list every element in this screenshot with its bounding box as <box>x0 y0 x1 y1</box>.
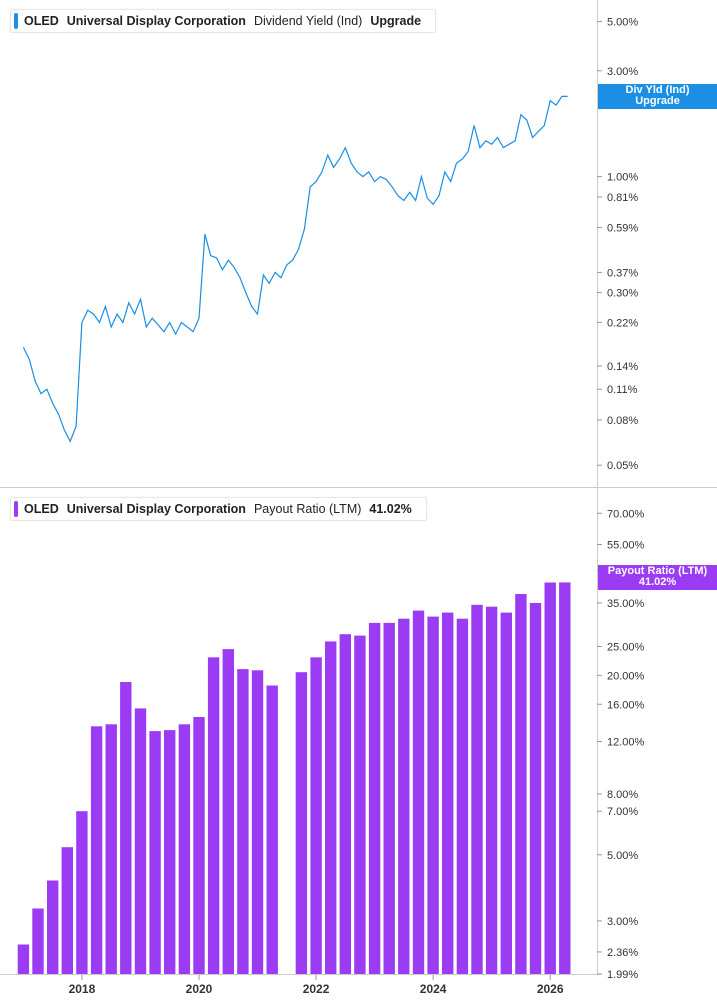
yield-y-tick-label: 0.11% <box>607 384 638 396</box>
bottom-legend-metric: Payout Ratio (LTM) <box>253 502 362 516</box>
payout-y-tick-label: 16.00% <box>607 699 645 711</box>
payout-ratio-flag-value: 41.02% <box>638 576 677 588</box>
payout-y-tick-label: 20.00% <box>607 670 645 682</box>
top-legend-metric: Dividend Yield (Ind) <box>253 14 363 28</box>
payout-ratio-bar[interactable] <box>412 610 425 974</box>
payout-y-tick-label: 55.00% <box>607 539 645 551</box>
payout-ratio-bar[interactable] <box>325 641 337 974</box>
yield-y-tick-label: 0.05% <box>607 460 638 472</box>
payout-ratio-bar[interactable] <box>251 670 264 974</box>
payout-y-tick-label: 5.00% <box>607 850 638 862</box>
payout-y-tick-label: 2.36% <box>607 947 638 959</box>
payout-y-tick-label: 1.99% <box>607 969 638 981</box>
payout-y-tick-label: 3.00% <box>607 916 638 928</box>
payout-ratio-bar[interactable] <box>237 669 249 974</box>
payout-ratio-bar[interactable] <box>134 708 147 974</box>
bottom-legend-value: 41.02% <box>369 502 412 516</box>
payout-ratio-bar[interactable] <box>500 612 512 974</box>
yield-y-tick-label: 1.00% <box>607 172 638 184</box>
yield-y-tick-label: 5.00% <box>607 17 638 29</box>
payout-ratio-bar[interactable] <box>295 672 308 974</box>
x-tick-label: 2018 <box>69 982 96 996</box>
yield-y-tick-label: 0.14% <box>607 361 638 373</box>
yield-y-tick-label: 0.08% <box>607 415 638 427</box>
payout-ratio-bar[interactable] <box>544 582 556 975</box>
yield-y-tick-label: 3.00% <box>607 66 638 78</box>
payout-ratio-bar[interactable] <box>485 606 498 974</box>
payout-ratio-flag-label: Payout Ratio (LTM) <box>607 565 708 577</box>
payout-ratio-bar[interactable] <box>515 594 527 974</box>
payout-ratio-bar[interactable] <box>149 731 161 974</box>
payout-ratio-bar[interactable] <box>193 717 205 974</box>
dividend-yield-flag: Div Yld (Ind) Upgrade <box>598 84 717 109</box>
payout-ratio-bar[interactable] <box>427 616 439 974</box>
payout-ratio-bar[interactable] <box>47 880 59 975</box>
payout-ratio-bar[interactable] <box>76 811 88 974</box>
payout-y-tick-label: 35.00% <box>607 598 645 610</box>
payout-y-tick-label: 7.00% <box>607 806 638 818</box>
x-tick-label: 2022 <box>303 982 330 996</box>
payout-ratio-bar[interactable] <box>105 724 117 974</box>
x-tick-label: 2024 <box>420 982 447 996</box>
payout-ratio-bar[interactable] <box>17 944 30 975</box>
bottom-legend-ticker: OLED <box>24 502 59 516</box>
payout-ratio-bar[interactable] <box>354 635 366 974</box>
payout-ratio-bar[interactable] <box>120 682 132 974</box>
payout-y-tick-label: 12.00% <box>607 736 645 748</box>
payout-ratio-flag: Payout Ratio (LTM) 41.02% <box>598 565 717 590</box>
payout-ratio-bar[interactable] <box>266 685 278 975</box>
dividend-yield-line <box>22 95 568 443</box>
payout-y-tick-label: 8.00% <box>607 789 638 801</box>
bottom-legend-color-bar <box>14 501 18 517</box>
top-legend-ticker: OLED <box>24 14 59 28</box>
payout-ratio-bar[interactable] <box>456 618 469 974</box>
yield-y-tick-label: 0.81% <box>607 192 638 204</box>
yield-y-tick-label: 0.37% <box>607 267 638 279</box>
x-tick-label: 2026 <box>537 982 564 996</box>
top-legend: OLED Universal Display Corporation Divid… <box>10 9 437 33</box>
dividend-yield-flag-label: Div Yld (Ind) <box>625 84 690 96</box>
yield-y-tick-label: 0.22% <box>607 317 638 329</box>
payout-ratio-bar[interactable] <box>222 649 234 974</box>
payout-ratio-bar[interactable] <box>32 908 44 975</box>
payout-ratio-bar[interactable] <box>398 618 410 974</box>
x-tick-label: 2020 <box>186 982 213 996</box>
payout-y-tick-label: 70.00% <box>607 508 645 520</box>
bottom-legend: OLED Universal Display Corporation Payou… <box>10 497 427 521</box>
payout-ratio-bar[interactable] <box>61 847 73 974</box>
payout-ratio-bar[interactable] <box>368 622 381 974</box>
payout-ratio-bar[interactable] <box>90 726 103 974</box>
payout-ratio-bar[interactable] <box>178 724 191 974</box>
payout-ratio-bar[interactable] <box>529 603 542 974</box>
yield-y-tick-label: 0.30% <box>607 288 638 300</box>
yield-y-tick-label: 0.59% <box>607 222 638 234</box>
payout-ratio-bar[interactable] <box>207 657 220 974</box>
payout-ratio-bar[interactable] <box>383 622 395 974</box>
payout-y-tick-label: 25.00% <box>607 642 645 654</box>
top-legend-upgrade[interactable]: Upgrade <box>370 14 422 28</box>
dividend-yield-flag-value: Upgrade <box>635 95 680 107</box>
payout-ratio-bar[interactable] <box>471 604 483 974</box>
top-legend-company: Universal Display Corporation <box>66 14 246 28</box>
payout-ratio-bar[interactable] <box>164 730 176 974</box>
bottom-legend-company: Universal Display Corporation <box>66 502 246 516</box>
payout-ratio-bar[interactable] <box>442 612 454 974</box>
payout-ratio-bar[interactable] <box>339 634 351 974</box>
payout-ratio-bar[interactable] <box>559 582 571 974</box>
payout-ratio-bar[interactable] <box>310 657 322 974</box>
top-legend-color-bar <box>14 13 18 29</box>
